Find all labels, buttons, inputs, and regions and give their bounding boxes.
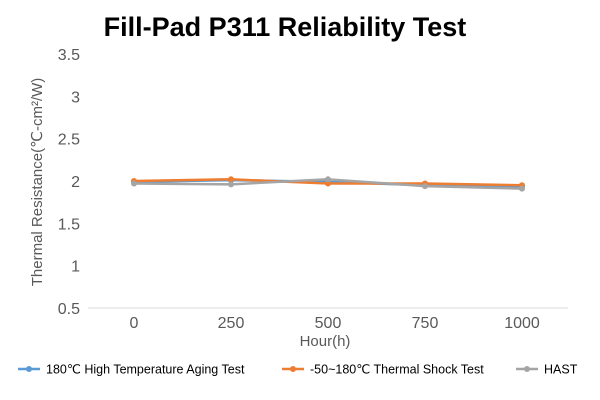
legend-item: -50~180℃ Thermal Shock Test — [282, 363, 484, 377]
legend: 180℃ High Temperature Aging Test -50~180℃… — [18, 363, 578, 377]
data-point — [422, 183, 428, 190]
legend-swatch-marker — [524, 366, 530, 372]
data-point — [228, 176, 234, 183]
legend-swatch-marker — [26, 366, 32, 372]
series-3 — [131, 176, 525, 192]
x-axis-ticks: 0 250 500 750 1000 — [130, 315, 540, 332]
data-point — [325, 176, 331, 183]
y-axis-ticks: 0.5 1 1.5 2 2.5 3 3.5 — [58, 47, 80, 318]
plot-area: 0.5 1 1.5 2 2.5 3 3.5 0 250 500 750 1000 — [58, 47, 568, 332]
x-tick-label: 750 — [412, 315, 439, 332]
series-layer — [131, 176, 525, 192]
chart-title: Fill-Pad P311 Reliability Test — [104, 12, 467, 42]
x-tick-label: 0 — [130, 315, 139, 332]
legend-label: 180℃ High Temperature Aging Test — [46, 363, 245, 377]
y-axis-title: Thermal Resistance(℃-cm²/W) — [29, 78, 46, 287]
y-tick-label: 1.5 — [58, 216, 80, 233]
data-point — [131, 180, 137, 187]
y-tick-label: 0.5 — [58, 301, 80, 318]
legend-swatch-marker — [290, 366, 296, 372]
data-point — [228, 181, 234, 188]
legend-item: HAST — [516, 363, 578, 377]
y-tick-label: 2 — [71, 174, 80, 191]
x-tick-label: 500 — [315, 315, 342, 332]
data-point — [325, 180, 331, 187]
x-axis-title: Hour(h) — [300, 333, 351, 350]
legend-item: 180℃ High Temperature Aging Test — [18, 363, 245, 377]
y-tick-label: 3 — [71, 89, 80, 106]
y-tick-label: 1 — [71, 259, 80, 276]
legend-label: HAST — [544, 363, 578, 377]
y-tick-label: 2.5 — [58, 132, 80, 149]
y-tick-label: 3.5 — [58, 47, 80, 64]
x-tick-label: 250 — [218, 315, 245, 332]
legend-label: -50~180℃ Thermal Shock Test — [310, 363, 484, 377]
data-point — [519, 185, 525, 192]
x-tick-label: 1000 — [504, 315, 540, 332]
